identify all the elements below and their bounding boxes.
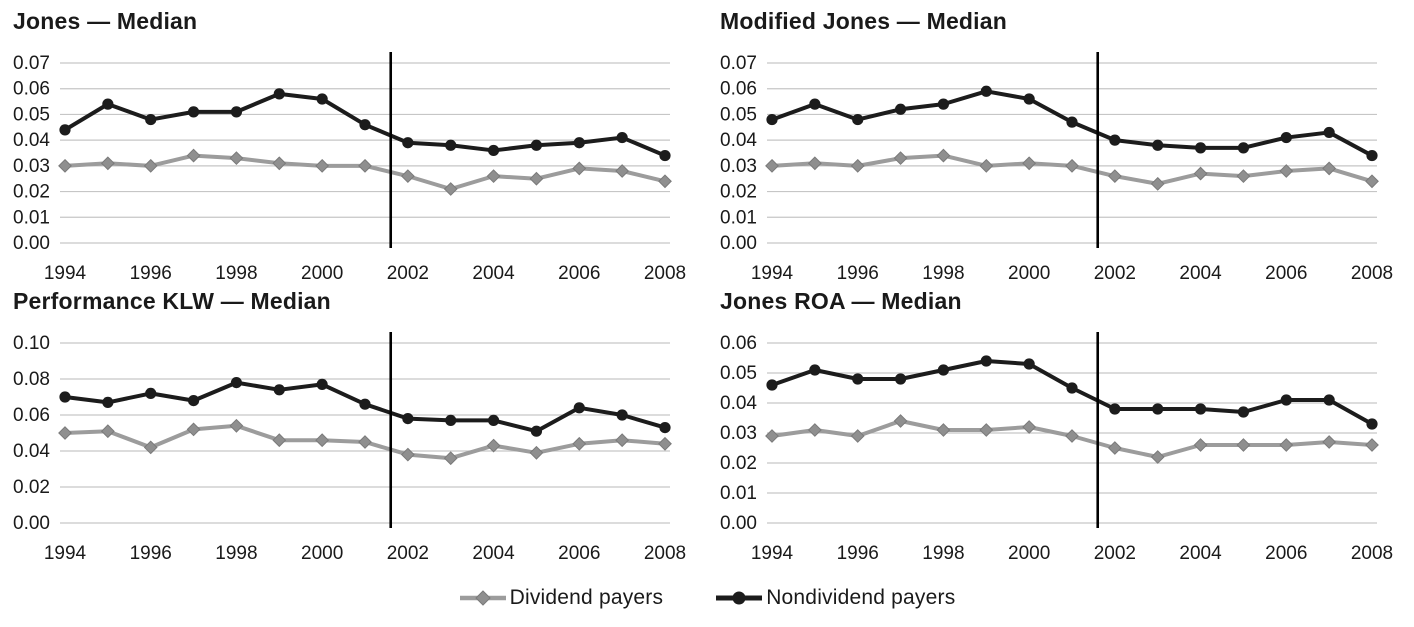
svg-text:2006: 2006 (558, 263, 600, 284)
svg-text:0.03: 0.03 (720, 156, 757, 177)
svg-text:1996: 1996 (130, 543, 172, 564)
svg-text:2008: 2008 (1351, 263, 1393, 284)
legend: Dividend payers Nondividend payers (0, 562, 1414, 627)
svg-text:2008: 2008 (644, 543, 686, 564)
svg-text:0.03: 0.03 (13, 156, 50, 177)
svg-text:0.07: 0.07 (720, 53, 757, 74)
svg-text:0.00: 0.00 (720, 233, 757, 254)
chart-title: Performance KLW — Median (13, 288, 331, 314)
svg-text:0.04: 0.04 (13, 130, 50, 151)
svg-text:1998: 1998 (215, 543, 257, 564)
svg-text:0.02: 0.02 (13, 477, 50, 498)
svg-text:0.00: 0.00 (13, 513, 50, 534)
svg-text:1994: 1994 (751, 263, 794, 284)
plot-area: 0.00 0.01 0.02 0.03 0.04 0.05 0.06 0.07 1994 1996… (720, 52, 1393, 284)
svg-text:1996: 1996 (837, 263, 879, 284)
svg-text:0.00: 0.00 (720, 513, 757, 534)
chart-jones-median: Jones — Median 0.00 0.01 0.02 0.03 0.04 0.05 0… (0, 0, 707, 284)
svg-text:1998: 1998 (215, 263, 257, 284)
plot-area: 0.00 0.01 0.02 0.03 0.04 0.05 0.06 0.07 1994 1996… (13, 52, 686, 284)
svg-text:1998: 1998 (922, 263, 964, 284)
chart-title: Jones ROA — Median (720, 288, 962, 314)
svg-text:2004: 2004 (472, 543, 515, 564)
svg-text:0.08: 0.08 (13, 369, 50, 390)
svg-text:2006: 2006 (1265, 543, 1307, 564)
legend-label: Dividend payers (509, 585, 664, 609)
svg-text:1994: 1994 (751, 543, 794, 564)
chart-modified-jones-median: Modified Jones — Median 0.00 0.01 0.02 0.03… (707, 0, 1414, 284)
plot-area: 0.00 0.01 0.02 0.03 0.04 0.05 0.06 1994 1996 1998… (720, 332, 1393, 564)
svg-text:2004: 2004 (1179, 543, 1222, 564)
svg-text:1996: 1996 (130, 263, 172, 284)
diamond-marker-icon (459, 589, 506, 606)
svg-text:0.04: 0.04 (13, 441, 50, 462)
svg-text:2008: 2008 (1351, 543, 1393, 564)
svg-text:2004: 2004 (1179, 263, 1222, 284)
svg-text:0.02: 0.02 (13, 182, 50, 203)
chart-title: Jones — Median (13, 8, 198, 34)
chart-title: Modified Jones — Median (720, 8, 1008, 34)
svg-text:0.06: 0.06 (13, 405, 50, 426)
circle-marker-icon (716, 591, 763, 604)
svg-text:2000: 2000 (301, 263, 343, 284)
svg-text:0.02: 0.02 (720, 182, 757, 203)
legend-item-nondividend-payers: Nondividend payers (715, 586, 955, 610)
legend-label: Nondividend payers (766, 585, 956, 609)
plot-area: 0.00 0.02 0.04 0.06 0.08 0.10 1994 1996 1998 2000… (13, 332, 686, 564)
svg-text:0.05: 0.05 (720, 104, 757, 125)
svg-text:1994: 1994 (44, 543, 87, 564)
svg-text:0.05: 0.05 (13, 104, 50, 125)
svg-text:0.07: 0.07 (13, 53, 50, 74)
svg-text:0.01: 0.01 (720, 207, 757, 228)
svg-text:0.06: 0.06 (13, 79, 50, 100)
svg-text:0.05: 0.05 (720, 363, 757, 384)
svg-text:2000: 2000 (301, 543, 343, 564)
svg-text:2002: 2002 (387, 543, 429, 564)
svg-text:0.01: 0.01 (13, 207, 50, 228)
svg-text:0.03: 0.03 (720, 423, 757, 444)
svg-text:2002: 2002 (1094, 263, 1136, 284)
svg-text:2008: 2008 (644, 263, 686, 284)
chart-performance-klw-median: Performance KLW — Median 0.00 0.02 0.04 0.0… (0, 280, 707, 564)
svg-text:0.01: 0.01 (720, 483, 757, 504)
svg-text:0.00: 0.00 (13, 233, 50, 254)
svg-text:0.06: 0.06 (720, 79, 757, 100)
svg-text:2004: 2004 (472, 263, 515, 284)
svg-text:2002: 2002 (387, 263, 429, 284)
svg-text:0.02: 0.02 (720, 453, 757, 474)
svg-text:2000: 2000 (1008, 263, 1050, 284)
charts-grid: Jones — Median 0.00 0.01 0.02 0.03 0.04 0.05 0… (0, 0, 1414, 564)
svg-text:2006: 2006 (1265, 263, 1307, 284)
legend-item-dividend-payers: Dividend payers (459, 586, 664, 610)
svg-text:2006: 2006 (558, 543, 600, 564)
svg-text:2000: 2000 (1008, 543, 1050, 564)
svg-text:0.04: 0.04 (720, 393, 757, 414)
svg-text:1994: 1994 (44, 263, 87, 284)
svg-text:1998: 1998 (922, 543, 964, 564)
svg-text:1996: 1996 (837, 543, 879, 564)
chart-jones-roa-median: Jones ROA — Median 0.00 0.01 0.02 0.03 0.04 0… (707, 280, 1414, 564)
svg-text:0.04: 0.04 (720, 130, 757, 151)
svg-text:0.10: 0.10 (13, 333, 50, 354)
svg-text:0.06: 0.06 (720, 333, 757, 354)
svg-text:2002: 2002 (1094, 543, 1136, 564)
